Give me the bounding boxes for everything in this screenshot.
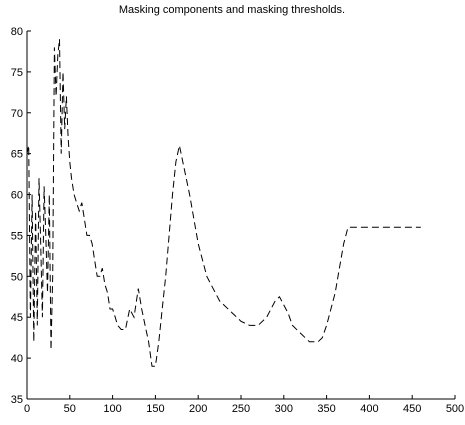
y-tick-label: 65 (11, 149, 23, 161)
x-tick-label: 500 (446, 403, 464, 415)
x-tick-label: 100 (103, 403, 121, 415)
x-tick-label: 300 (275, 403, 293, 415)
y-tick-label: 80 (11, 26, 23, 38)
axes (26, 31, 455, 400)
x-tick-label: 400 (360, 403, 378, 415)
y-tick-label: 50 (11, 271, 23, 283)
y-tick-label: 70 (11, 108, 23, 120)
y-tick-label: 60 (11, 190, 23, 202)
x-tick-label: 50 (64, 403, 76, 415)
y-tick-label: 55 (11, 230, 23, 242)
x-tick-label: 0 (24, 403, 30, 415)
x-tick-label: 350 (317, 403, 335, 415)
x-tick-label: 150 (146, 403, 164, 415)
y-tick-label: 40 (11, 353, 23, 365)
x-tick-label: 450 (403, 403, 421, 415)
y-tick-label: 45 (11, 312, 23, 324)
chart-title: Masking components and masking threshold… (119, 4, 345, 16)
ticks: 0 50 100 150 200 250 300 350 400 450 500 35 40 45 50 55… (11, 26, 464, 415)
y-tick-label: 35 (11, 394, 23, 406)
y-tick-label: 75 (11, 67, 23, 79)
x-tick-label: 200 (189, 403, 207, 415)
data-line (26, 39, 421, 367)
x-tick-label: 250 (232, 403, 250, 415)
series-line-0 (26, 39, 421, 367)
